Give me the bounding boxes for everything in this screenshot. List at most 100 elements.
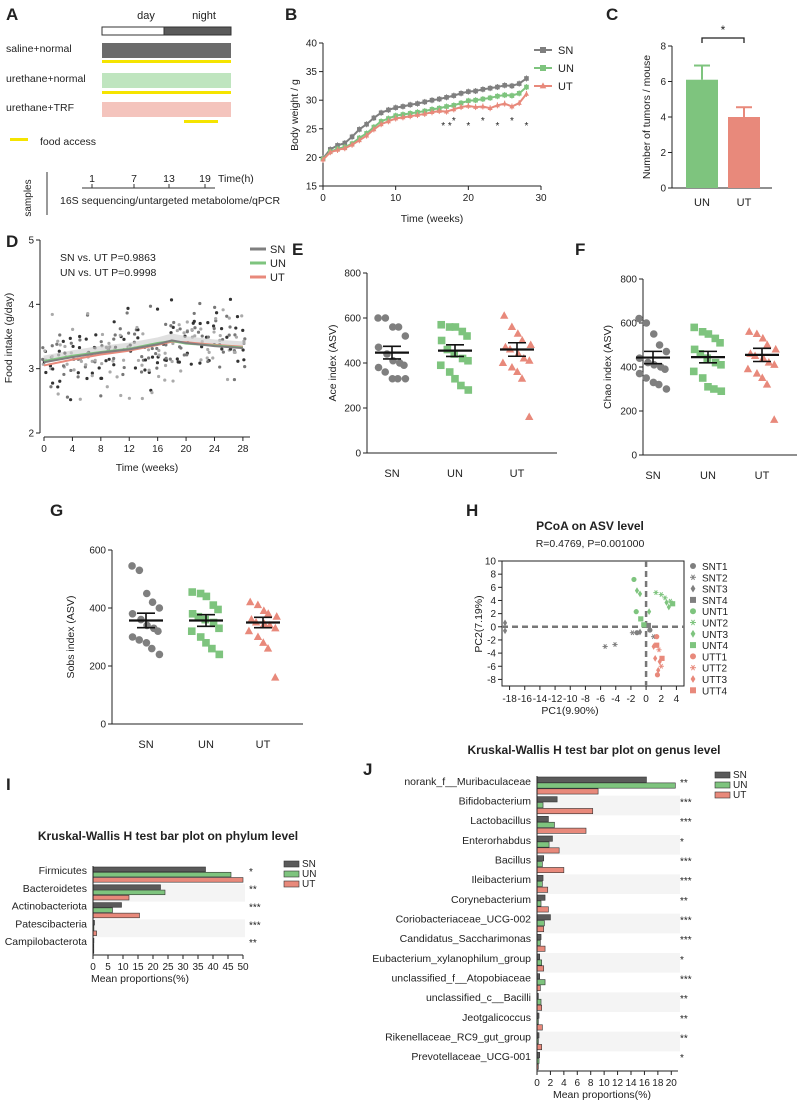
data-point-un [451, 103, 457, 108]
data-point-unt3 [664, 599, 669, 606]
data-point [78, 334, 82, 339]
urethane-normal-food-access [102, 91, 231, 94]
bar-ut [92, 895, 130, 901]
bar-sn [92, 866, 206, 872]
category-label: Lactobacillus [470, 815, 531, 827]
category-label: Campilobacterota [5, 936, 87, 948]
data-point [177, 323, 181, 327]
data-point [192, 311, 196, 316]
data-point [150, 346, 154, 351]
significance-label: *** [680, 916, 692, 927]
data-point-ut [265, 620, 275, 629]
data-point [228, 325, 232, 329]
data-point [56, 392, 60, 396]
bar-un [92, 889, 166, 896]
data-point-unt2-stroke [659, 592, 663, 598]
bar-un [536, 979, 546, 986]
data-point-sn [436, 96, 442, 102]
data-point-sn [335, 143, 340, 148]
data-point-snt2-stroke [630, 630, 635, 636]
timeline-tick-label: 1 [89, 173, 95, 185]
bar-un [536, 920, 545, 927]
data-point [135, 325, 139, 330]
data-point [107, 341, 111, 345]
y-tick-label: 8 [490, 570, 496, 581]
x-tick-label: 10 [117, 962, 129, 973]
data-point-ut [770, 415, 779, 423]
row-band [537, 913, 680, 934]
data-point-sn [509, 83, 515, 89]
legend-marker-unt1 [690, 608, 696, 615]
legend-swatch-sn [714, 771, 731, 779]
legend-swatch-ut [283, 880, 300, 888]
data-point [126, 331, 131, 335]
data-point-ut [465, 103, 471, 108]
data-point [185, 353, 189, 357]
data-point [241, 328, 245, 332]
data-point [221, 350, 225, 354]
category-label: Firmicutes [39, 865, 87, 877]
data-point [218, 365, 222, 369]
data-point-ut [507, 322, 517, 331]
data-point [132, 332, 137, 336]
y-axis-label: Number of tumors / mouse [641, 55, 653, 179]
data-point [220, 347, 224, 351]
significance-label: ** [249, 885, 257, 896]
data-point-ut [378, 121, 384, 127]
data-point-un [457, 381, 465, 390]
data-point [90, 374, 94, 378]
urethane-normal-bar [102, 73, 231, 88]
significance-star: * [721, 23, 726, 37]
data-point [228, 297, 233, 301]
data-point-sn [635, 369, 644, 378]
data-point-sn [393, 374, 402, 383]
significance-label: *** [680, 975, 692, 986]
trend-line-sn [43, 339, 243, 364]
data-point-ut [514, 349, 523, 358]
data-point-un [202, 639, 210, 647]
y-tick-label: 4 [28, 300, 34, 311]
data-point-sn [357, 127, 362, 132]
data-point-un [473, 97, 478, 103]
data-point [218, 333, 222, 338]
panel-e-ace-index-chart: 0 200 400 600 800 Ace index (ASV) SN UN UT [327, 269, 557, 480]
data-point-sn [516, 81, 522, 86]
y-tick-label: 4 [490, 596, 496, 607]
x-tick-label: 20 [147, 962, 159, 973]
significance-label: *** [680, 798, 692, 809]
data-point-sn [654, 380, 663, 389]
data-point-un [208, 644, 216, 653]
data-point-unt2 [662, 595, 668, 601]
legend-marker-unt4 [690, 642, 696, 649]
significance-label: * [680, 1053, 684, 1064]
row-band [537, 992, 680, 1012]
bar-ut [536, 926, 545, 933]
x-tick-label: 16 [639, 1078, 651, 1089]
x-tick-label: -10 [563, 694, 578, 705]
panel-label-i: I [6, 775, 11, 794]
data-point-sn [451, 93, 457, 98]
data-point-utt4 [654, 642, 660, 648]
data-point-un [698, 328, 707, 336]
data-point [200, 334, 204, 338]
data-point [225, 377, 230, 382]
data-point [225, 314, 229, 318]
significance-star: * [495, 121, 499, 132]
category-label: Bacteroidetes [23, 883, 87, 895]
bar-ut [536, 886, 549, 893]
data-point-ut [253, 600, 263, 609]
data-point-sn [662, 385, 671, 393]
data-point [63, 344, 67, 349]
data-point [205, 356, 209, 360]
data-point-un [444, 104, 449, 109]
bar-un [536, 861, 543, 868]
x-tick-label: 12 [124, 444, 136, 455]
day-bar [101, 26, 165, 36]
data-point-unt2 [658, 592, 664, 598]
y-tick-label: 2 [28, 429, 34, 440]
legend-label-utt2: UTT2 [702, 664, 727, 675]
data-point-un [464, 386, 473, 394]
chart-title: Kruskal-Wallis H test bar plot on genus … [468, 743, 721, 757]
food-access-legend-swatch [10, 138, 28, 141]
